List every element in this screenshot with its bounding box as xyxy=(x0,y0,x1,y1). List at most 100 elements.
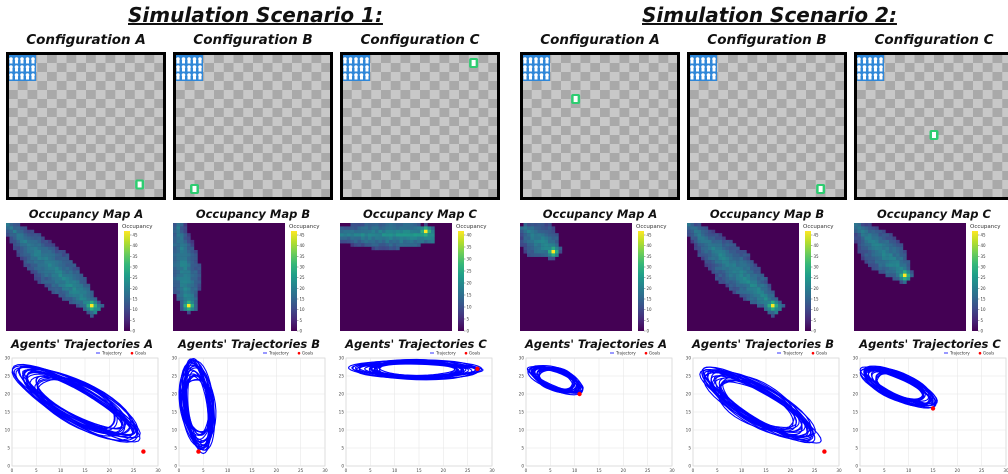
x-tick-label: 20 xyxy=(274,468,280,473)
x-tick-label: 30 xyxy=(836,468,842,473)
trajectory-lines xyxy=(699,366,822,444)
y-tick-label: 15 xyxy=(519,410,525,415)
config-title-s2-c1: Configuration A xyxy=(540,32,660,48)
x-tick-label: 20 xyxy=(621,468,627,473)
trajectory-plot-s1-c2: 0 5 10 15 20 25 30 0 5 10 15 20 25 30 Trajectory Goals xyxy=(172,351,328,474)
x-tick-label: 30 xyxy=(155,468,161,473)
trajectory-lines xyxy=(178,358,217,455)
occupancy-title-s2-c2: Occupancy Map B xyxy=(709,207,825,221)
y-tick-label: 5 xyxy=(341,446,344,451)
colorbar-tick-label: 30 xyxy=(300,265,306,270)
goal-marker-icon xyxy=(571,94,581,104)
x-tick-label: 20 xyxy=(441,468,447,473)
occupancy-title-s1-c2: Occupancy Map B xyxy=(195,207,311,221)
y-tick-label: 10 xyxy=(519,428,525,433)
colorbar-tick-label: 25 xyxy=(647,275,653,280)
goal-marker-icon xyxy=(816,184,826,194)
y-tick-label: 25 xyxy=(519,374,525,379)
colorbar-tick-label: 45 xyxy=(647,233,653,238)
legend-trajectory-label: Trajectory xyxy=(435,351,456,356)
x-tick-label: 5 xyxy=(549,468,552,473)
occupancy-map-s2-c1: Occupancy 0 5 10 15 20 25 30 35 40 45 xyxy=(520,223,667,334)
x-tick-label: 30 xyxy=(1003,468,1008,473)
y-tick-label: 5 xyxy=(688,446,691,451)
colorbar-label: Occupancy xyxy=(456,224,487,230)
colorbar-tick-label: 0 xyxy=(647,329,650,334)
y-tick-label: 15 xyxy=(172,410,178,415)
x-tick-label: 25 xyxy=(645,468,651,473)
x-tick-label: 10 xyxy=(739,468,745,473)
y-tick-label: 25 xyxy=(339,374,345,379)
colorbar-tick-label: 25 xyxy=(814,275,820,280)
y-tick-label: 5 xyxy=(174,446,177,451)
x-tick-label: 15 xyxy=(930,468,936,473)
colorbar-tick-label: 0 xyxy=(814,329,817,334)
colorbar-tick-label: 10 xyxy=(133,307,139,312)
colorbar-tick-label: 0 xyxy=(981,329,984,334)
y-tick-label: 20 xyxy=(339,392,345,397)
colorbar-tick-label: 30 xyxy=(981,265,987,270)
colorbar xyxy=(638,231,644,331)
y-tick-label: 5 xyxy=(7,446,10,451)
trajectory-legend: Trajectory Goals xyxy=(430,351,480,356)
y-tick-label: 10 xyxy=(5,428,11,433)
colorbar-tick-label: 15 xyxy=(300,297,306,302)
goal-marker-icon xyxy=(469,58,479,68)
occupancy-title-s1-c1: Occupancy Map A xyxy=(28,207,144,221)
legend-trajectory-label: Trajectory xyxy=(949,351,970,356)
colorbar-tick-label: 45 xyxy=(814,233,820,238)
colorbar-tick-label: 35 xyxy=(300,254,306,259)
x-tick-label: 10 xyxy=(906,468,912,473)
colorbar-label: Occupancy xyxy=(122,224,153,230)
colorbar-tick-label: 30 xyxy=(647,265,653,270)
goal-point xyxy=(141,449,146,454)
trajectory-plot-s2-c2: 0 5 10 15 20 25 30 0 5 10 15 20 25 30 Trajectory Goals xyxy=(686,351,842,474)
x-tick-label: 0 xyxy=(692,468,695,473)
colorbar-label: Occupancy xyxy=(289,224,320,230)
y-tick-label: 10 xyxy=(853,428,859,433)
colorbar-tick-label: 10 xyxy=(467,305,473,310)
x-tick-label: 0 xyxy=(859,468,862,473)
colorbar-tick-label: 40 xyxy=(467,233,473,238)
legend-goals-label: Goals xyxy=(649,351,660,356)
legend-goals-label: Goals xyxy=(469,351,480,356)
colorbar-tick-label: 45 xyxy=(300,233,306,238)
legend-goals-label: Goals xyxy=(302,351,313,356)
colorbar-tick-label: 40 xyxy=(981,243,987,248)
y-tick-label: 0 xyxy=(688,464,691,469)
colorbar xyxy=(458,231,464,331)
x-tick-label: 30 xyxy=(489,468,495,473)
trajectory-title-s2-c2: Agents' Trajectories B xyxy=(692,337,834,351)
colorbar-tick-label: 25 xyxy=(467,269,473,274)
trajectory-legend: Trajectory Goals xyxy=(610,351,660,356)
y-tick-label: 30 xyxy=(686,356,692,361)
occupancy-map-s1-c1: Occupancy 0 5 10 15 20 25 30 35 40 45 xyxy=(6,223,153,334)
x-tick-label: 25 xyxy=(812,468,818,473)
colorbar-label: Occupancy xyxy=(970,224,1001,230)
colorbar-tick-label: 35 xyxy=(814,254,820,259)
occupancy-map-s1-c2: Occupancy 0 5 10 15 20 25 30 35 40 45 xyxy=(173,223,320,334)
colorbar xyxy=(291,231,297,331)
x-tick-label: 20 xyxy=(788,468,794,473)
x-tick-label: 30 xyxy=(669,468,675,473)
trajectory-lines xyxy=(859,365,938,409)
x-tick-label: 25 xyxy=(465,468,471,473)
colorbar xyxy=(805,231,811,331)
y-tick-label: 15 xyxy=(686,410,692,415)
occupancy-map-s2-c2: Occupancy 0 5 10 15 20 25 30 35 40 45 xyxy=(687,223,834,334)
colorbar-tick-label: 45 xyxy=(133,233,139,238)
colorbar-label: Occupancy xyxy=(636,224,667,230)
x-tick-label: 5 xyxy=(35,468,38,473)
y-tick-label: 20 xyxy=(5,392,11,397)
colorbar-tick-label: 35 xyxy=(467,245,473,250)
config-grid-s2-c2 xyxy=(687,52,847,200)
config-grid-s2-c3 xyxy=(854,52,1008,200)
trajectory-title-s2-c1: Agents' Trajectories A xyxy=(524,337,668,351)
goal-marker-icon xyxy=(190,184,199,194)
colorbar-tick-label: 35 xyxy=(647,254,653,259)
y-tick-label: 10 xyxy=(686,428,692,433)
x-tick-label: 10 xyxy=(58,468,64,473)
goal-point xyxy=(930,406,936,411)
trajectory-plot-s1-c3: 0 5 10 15 20 25 30 0 5 10 15 20 25 30 Trajectory Goals xyxy=(339,351,495,474)
y-tick-label: 0 xyxy=(855,464,858,469)
